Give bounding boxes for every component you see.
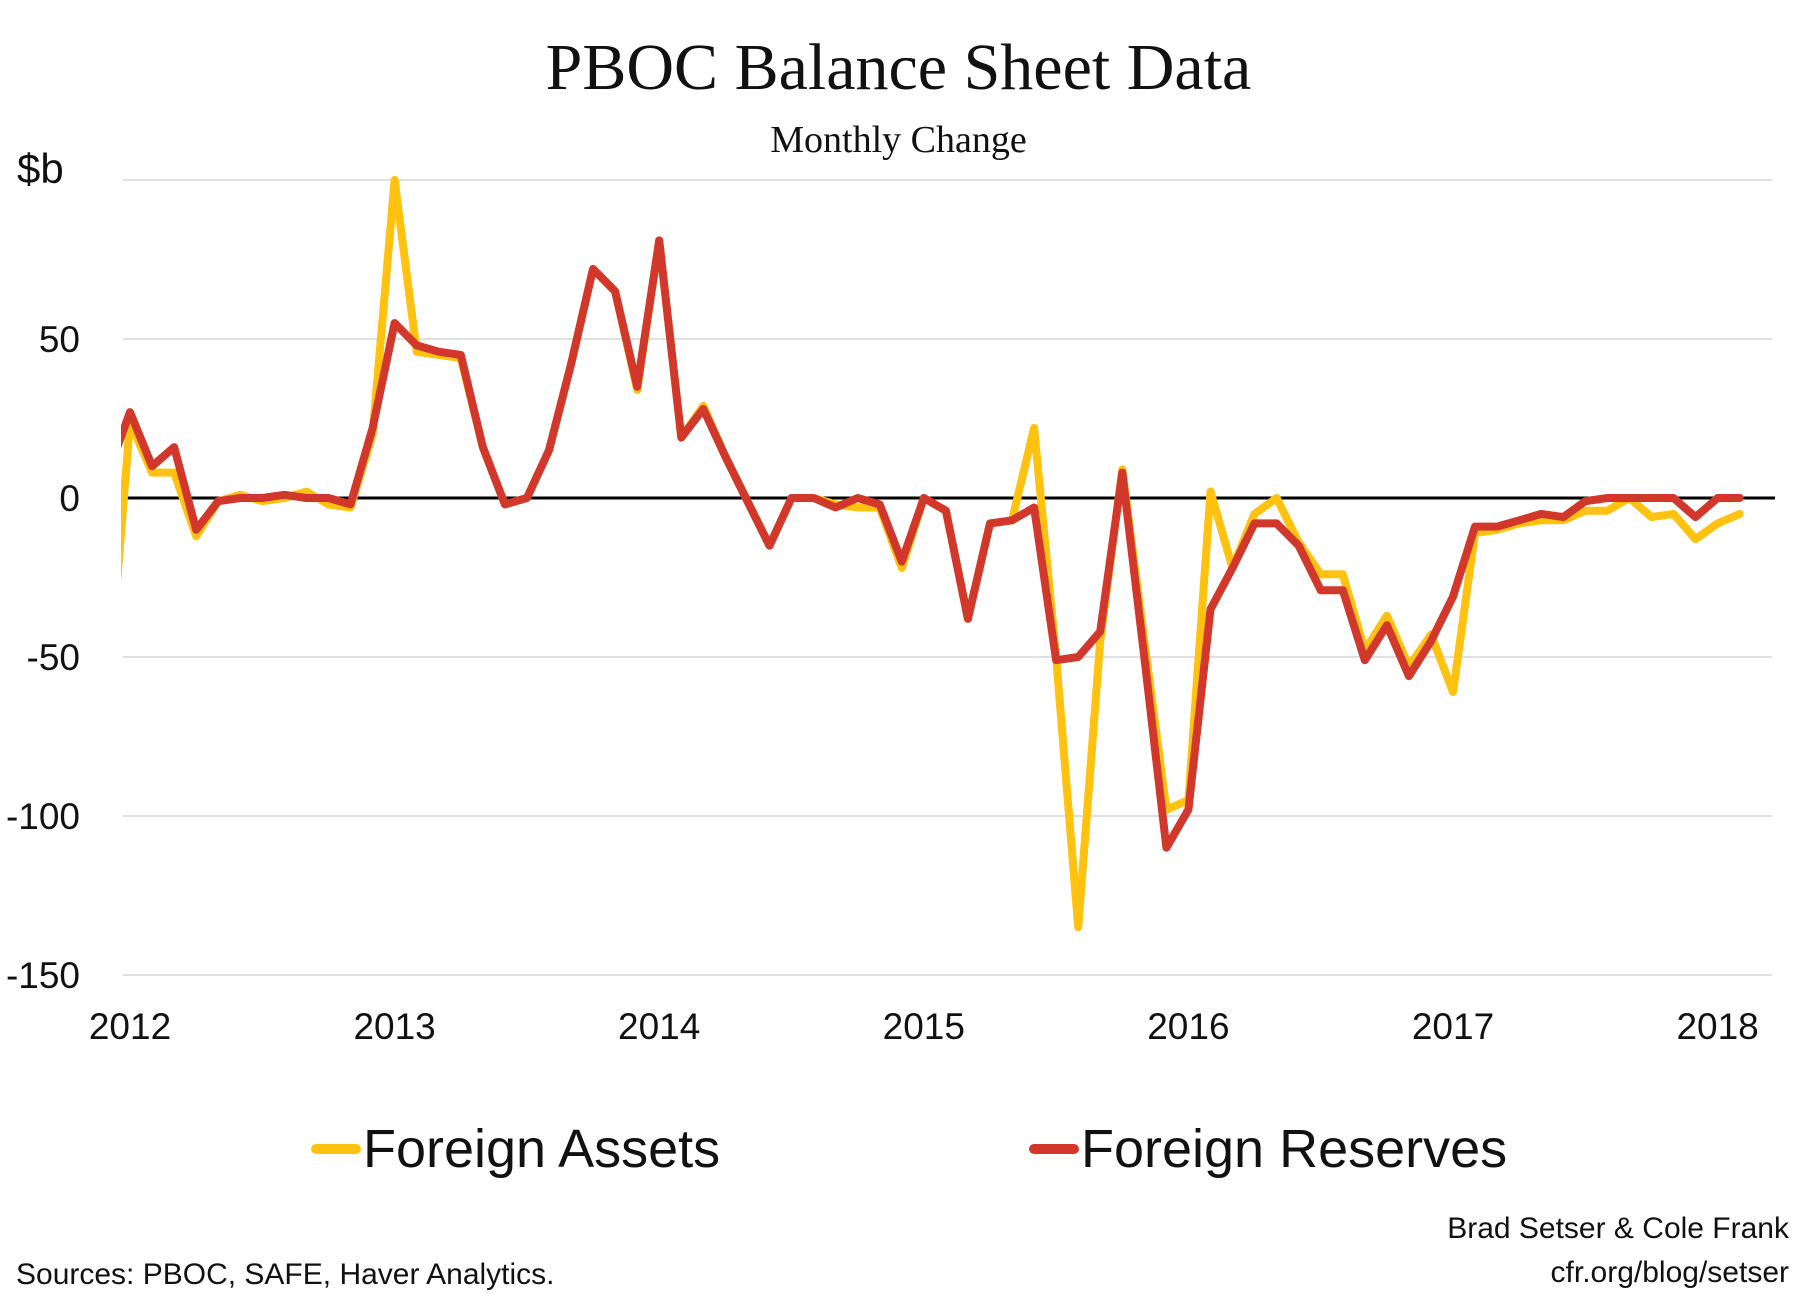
- credit-authors: Brad Setser & Cole Frank: [1447, 1212, 1789, 1245]
- series-line-foreign-assets: [121, 176, 1744, 932]
- y-tick-label: 0: [59, 478, 80, 519]
- legend-item-foreign-reserves: Foreign Reserves: [1029, 1118, 1507, 1180]
- y-tick-label: 50: [39, 319, 80, 360]
- y-tick-label: -50: [27, 637, 80, 678]
- y-tick-label: -100: [6, 796, 80, 837]
- x-tick-label: 2014: [618, 1006, 700, 1047]
- x-tick-label: 2018: [1676, 1006, 1758, 1047]
- y-axis-label: $b: [17, 145, 64, 192]
- credit-site: cfr.org/blog/setser: [1550, 1256, 1789, 1289]
- x-tick-label: 2015: [883, 1006, 965, 1047]
- chart-title: PBOC Balance Sheet Data: [545, 31, 1252, 104]
- legend-swatch-red: [1029, 1144, 1079, 1154]
- sources-note: Sources: PBOC, SAFE, Haver Analytics.: [16, 1258, 555, 1291]
- chart-subtitle: Monthly Change: [770, 119, 1027, 161]
- series-line-foreign-reserves: [121, 236, 1744, 852]
- y-tick-label: -150: [6, 955, 80, 996]
- x-tick-label: 2013: [353, 1006, 435, 1047]
- x-tick-label: 2017: [1412, 1006, 1494, 1047]
- legend-label: Foreign Assets: [363, 1119, 721, 1179]
- x-tick-label: 2012: [89, 1006, 171, 1047]
- legend-item-foreign-assets: Foreign Assets: [311, 1118, 720, 1180]
- legend-swatch-yellow: [311, 1144, 361, 1154]
- legend-label: Foreign Reserves: [1081, 1119, 1508, 1179]
- x-tick-label: 2016: [1147, 1006, 1229, 1047]
